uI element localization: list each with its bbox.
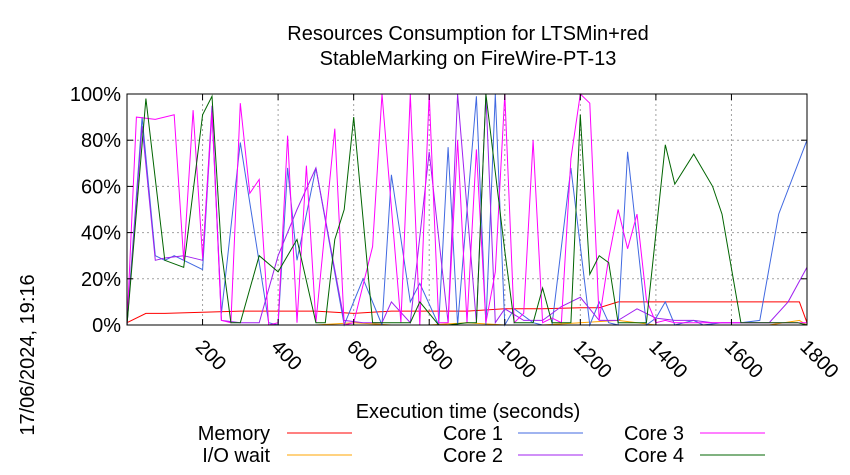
series-line-core-4	[126, 93, 808, 326]
x-tick-label: 600	[342, 336, 381, 375]
legend-label-core-1: Core 1	[443, 423, 503, 445]
x-tick-label: 800	[418, 336, 457, 375]
legend-label-core-3: Core 3	[624, 423, 684, 445]
y-axis-ticks: 0% 20% 40% 60% 80% 100%	[70, 84, 807, 337]
legend-label-core-4: Core 4	[624, 445, 684, 467]
x-tick-label: 1400	[644, 336, 691, 383]
x-axis-ticks: 200 400 600 800 1000 1200 1400 1600 1800	[191, 94, 842, 383]
x-tick-label: 1600	[720, 336, 767, 383]
series-line-core-3	[126, 92, 807, 326]
y-tick-label: 0%	[92, 315, 121, 337]
plot-frame	[126, 93, 808, 326]
y-tick-label: 60%	[81, 176, 121, 198]
chart-title-line-1: Resources Consumption for LTSMin+red	[287, 23, 648, 45]
x-tick-label: 200	[191, 336, 230, 375]
y-tick-label: 80%	[81, 130, 121, 152]
x-tick-label: 400	[267, 336, 306, 375]
x-axis-label: Execution time (seconds)	[356, 401, 581, 423]
x-tick-label: 1800	[795, 336, 842, 383]
legend-label-memory: Memory	[198, 423, 270, 445]
legend-label-i-o-wait: I/O wait	[202, 445, 270, 467]
y-tick-label: 20%	[81, 269, 121, 291]
series-lines	[126, 92, 808, 327]
timestamp-label: 17/06/2024, 19:16	[17, 274, 39, 435]
series-line-core-2	[126, 93, 808, 326]
x-tick-label: 1200	[569, 336, 616, 383]
chart-title-line-2: StableMarking on FireWire-PT-13	[320, 48, 617, 70]
x-tick-label: 1000	[493, 336, 540, 383]
legend-label-core-2: Core 2	[443, 445, 503, 467]
y-tick-label: 40%	[81, 223, 121, 245]
y-tick-label: 100%	[70, 84, 121, 106]
grid	[127, 94, 807, 325]
